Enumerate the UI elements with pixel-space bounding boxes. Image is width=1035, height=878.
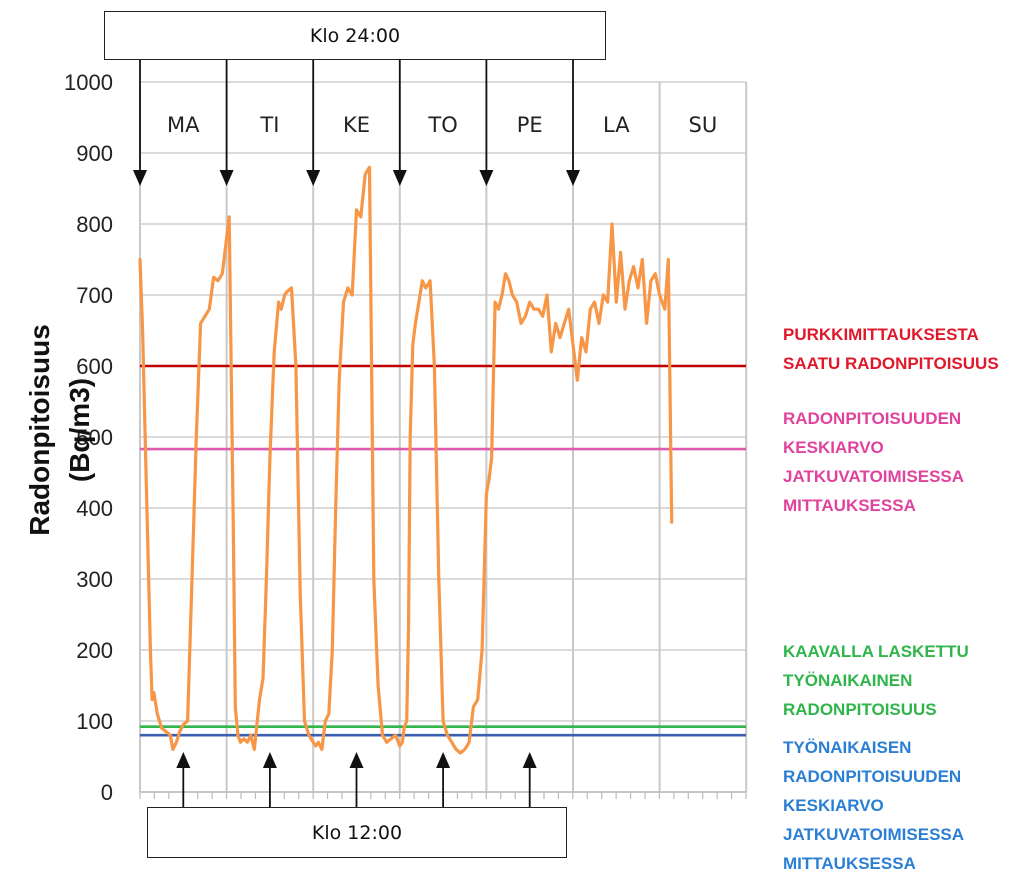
day-labels: MA TI KE TO PE LA SU	[167, 113, 717, 137]
y-tick-label: 400	[76, 496, 113, 521]
legend-line: KESKIARVO	[783, 438, 884, 457]
midnight-callout-box: Klo 24:00	[104, 11, 606, 60]
reference-lines	[140, 364, 746, 737]
series-layer	[138, 165, 674, 755]
legend-line: MITTAUKSESSA	[783, 496, 916, 515]
midnight-arrow-head	[392, 170, 407, 186]
day-label: KE	[343, 113, 370, 137]
noon-arrow-head	[262, 752, 277, 768]
legend-line: JATKUVATOIMISESSA	[783, 467, 965, 486]
midnight-arrow-head	[219, 170, 234, 186]
noon-arrow-head	[176, 752, 191, 768]
legend-purkki: PURKKIMITTAUKSESTA SAATU RADONPITOISUUS	[783, 320, 999, 378]
plot-grid	[139, 81, 748, 799]
legend-line: TYÖNAIKAISEN	[783, 738, 912, 757]
time-arrows	[133, 60, 580, 808]
noon-arrow-head	[522, 752, 537, 768]
legend-line: RADONPITOISUUDEN	[783, 409, 962, 428]
legend-line: RADONPITOISUUDEN	[783, 767, 962, 786]
day-label: TI	[259, 113, 279, 137]
y-tick-label: 600	[76, 354, 113, 379]
y-tick-label: 0	[101, 780, 113, 805]
y-tick-label: 1000	[64, 70, 113, 95]
day-label: TO	[427, 113, 457, 137]
midnight-callout-label: Klo 24:00	[309, 24, 401, 47]
legend-kaava: KAAVALLA LASKETTU TYÖNAIKAINEN RADONPITOIS…	[783, 637, 969, 724]
y-tick-label: 800	[76, 212, 113, 237]
day-label: MA	[167, 113, 200, 137]
y-axis-title: Radonpitoisuus (Bq/m3)	[24, 324, 95, 536]
legend-tyoaikainen: TYÖNAIKAISEN RADONPITOISUUDEN KESKIARVO JAT…	[783, 733, 964, 878]
legend-line: KESKIARVO	[783, 796, 884, 815]
noon-callout-label: Klo 12:00	[311, 821, 403, 844]
noon-arrow-head	[349, 752, 364, 768]
y-tick-label: 300	[76, 567, 113, 592]
y-tick-label: 200	[76, 638, 113, 663]
y-axis: 0 100 200 300 400 500 600 700 800 900 1000	[64, 70, 113, 805]
midnight-arrow-head	[133, 170, 147, 186]
legend-line: SAATU RADONPITOISUUS	[783, 354, 999, 373]
legend-line: JATKUVATOIMISESSA	[783, 825, 965, 844]
legend-line: MITTAUKSESSA	[783, 854, 916, 873]
day-label: LA	[603, 113, 630, 137]
midnight-arrow-head	[479, 170, 494, 186]
legend-line: KAAVALLA LASKETTU	[783, 642, 969, 661]
noon-callout-box: Klo 12:00	[147, 807, 567, 858]
legend-line: PURKKIMITTAUKSESTA	[783, 325, 979, 344]
midnight-arrow-head	[306, 170, 321, 186]
y-tick-label: 900	[76, 141, 113, 166]
y-tick-label: 700	[76, 283, 113, 308]
legend-keskiarvo: RADONPITOISUUDEN KESKIARVO JATKUVATOIMISES…	[783, 404, 964, 520]
noon-arrow-head	[436, 752, 451, 768]
midnight-arrow-head	[566, 170, 580, 186]
y-tick-label: 500	[76, 425, 113, 450]
radon-series-line	[138, 165, 674, 755]
y-tick-label: 100	[76, 709, 113, 734]
legend-line: RADONPITOISUUS	[783, 700, 937, 719]
day-label: PE	[517, 113, 543, 137]
day-label: SU	[689, 113, 718, 137]
legend-line: TYÖNAIKAINEN	[783, 671, 913, 690]
